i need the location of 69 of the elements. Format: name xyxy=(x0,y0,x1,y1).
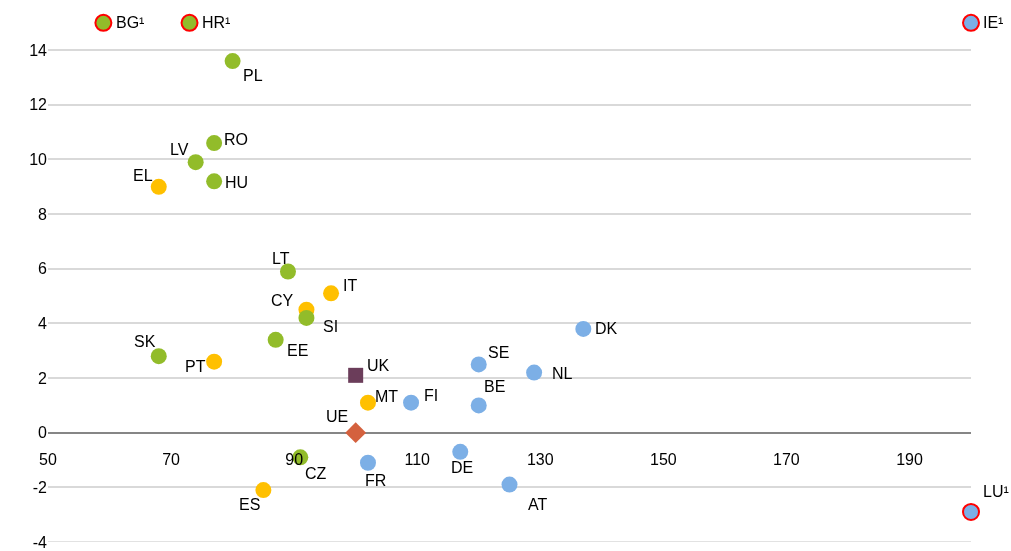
point xyxy=(206,173,223,190)
point xyxy=(255,482,272,499)
y-tick-label: 10 xyxy=(29,151,48,169)
annotation: ES xyxy=(239,496,261,513)
point xyxy=(206,353,223,370)
annotation: BE xyxy=(484,378,506,395)
point xyxy=(224,53,241,70)
point xyxy=(267,331,284,348)
point xyxy=(452,443,469,460)
point xyxy=(575,320,592,337)
point xyxy=(526,364,543,381)
annotation: PT xyxy=(185,358,206,375)
y-tick-label: 6 xyxy=(38,260,48,278)
point xyxy=(470,356,487,373)
y-tick-label: -2 xyxy=(32,478,48,496)
annotation: DK xyxy=(595,320,618,337)
point xyxy=(501,476,518,493)
annotation: HU xyxy=(225,174,249,191)
x-tick-label: 70 xyxy=(162,450,181,468)
y-tick-label: 12 xyxy=(29,96,48,114)
x-tick-label: 170 xyxy=(773,450,800,468)
point xyxy=(359,454,376,471)
annotation: UK xyxy=(367,357,390,374)
annotation: BG¹ xyxy=(116,14,145,31)
point xyxy=(323,285,340,302)
y-tick-label: 2 xyxy=(38,369,48,387)
y-tick-label: 4 xyxy=(38,315,48,333)
x-tick-label: 110 xyxy=(404,450,431,468)
point xyxy=(470,397,487,414)
annotation: LV xyxy=(170,141,189,158)
annotation: CZ xyxy=(305,465,327,482)
annotation: NL xyxy=(552,365,573,382)
annotation: HR¹ xyxy=(202,14,231,31)
annotation: IT xyxy=(343,277,358,294)
annotation: EL xyxy=(133,167,153,184)
y-tick-label: 14 xyxy=(29,41,48,59)
annotation: FR xyxy=(365,472,387,489)
annotation: MT xyxy=(375,388,399,405)
point xyxy=(403,394,420,411)
annotation: UE xyxy=(326,408,349,425)
point xyxy=(187,154,204,171)
annotation: IE¹ xyxy=(983,14,1004,31)
x-tick-label: 190 xyxy=(896,450,923,468)
y-tick-label: 0 xyxy=(38,424,48,442)
y-tick-label: 8 xyxy=(38,205,48,223)
point xyxy=(150,348,167,365)
annotation: CY xyxy=(271,292,294,309)
annotation: LT xyxy=(272,250,290,267)
point xyxy=(359,394,376,411)
y-tick-label: -4 xyxy=(32,533,48,551)
x-tick-label: 150 xyxy=(649,450,677,468)
point xyxy=(345,422,367,444)
annotation: RO xyxy=(224,131,248,148)
point xyxy=(150,178,167,195)
annotation: SI xyxy=(323,318,339,335)
x-tick-label: 130 xyxy=(526,450,554,468)
annotation: SK xyxy=(134,333,156,350)
annotation: PL xyxy=(243,67,263,84)
annotation: DE xyxy=(451,459,474,476)
annotation: LU¹ xyxy=(983,483,1009,500)
x-tick-label: 50 xyxy=(39,450,57,468)
point xyxy=(206,135,223,152)
annotation: SE xyxy=(488,344,510,361)
point xyxy=(279,263,296,280)
point xyxy=(348,367,364,383)
point xyxy=(298,309,315,326)
annotation: FI xyxy=(424,387,439,404)
annotation: EE xyxy=(287,342,309,359)
annotation: AT xyxy=(528,496,548,513)
